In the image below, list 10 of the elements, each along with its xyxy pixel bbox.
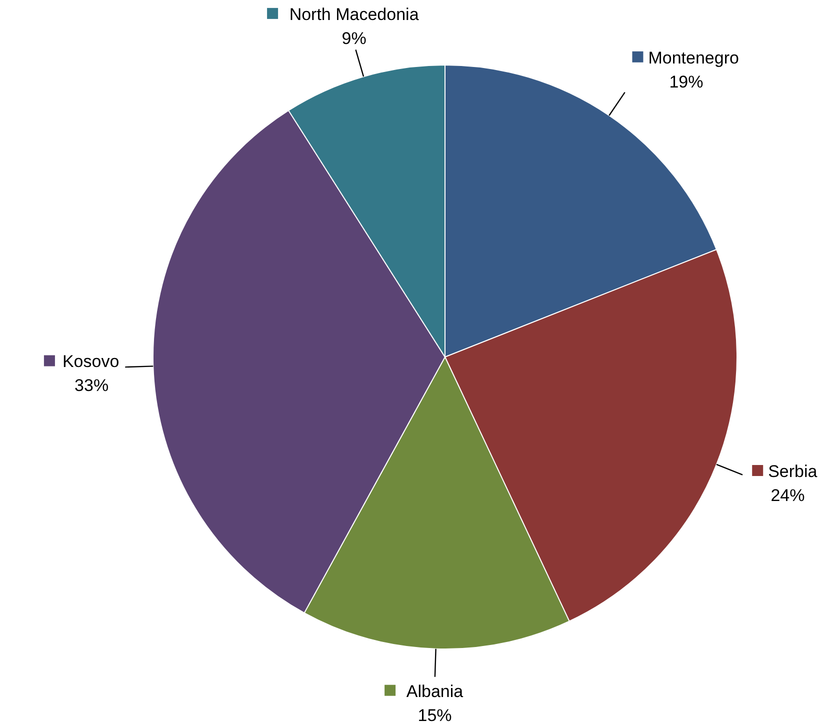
data-label: 9% [342,28,366,48]
legend-label: Kosovo [62,352,120,372]
legend-label: Montenegro [648,48,739,68]
legend-label: Serbia [768,462,818,482]
data-label: 24% [770,486,805,506]
data-label: 15% [418,706,452,724]
legend-label: Albania [406,682,464,701]
legend-label: North Macedonia [289,4,420,24]
data-label: 19% [669,72,704,92]
data-label: 33% [74,376,109,396]
